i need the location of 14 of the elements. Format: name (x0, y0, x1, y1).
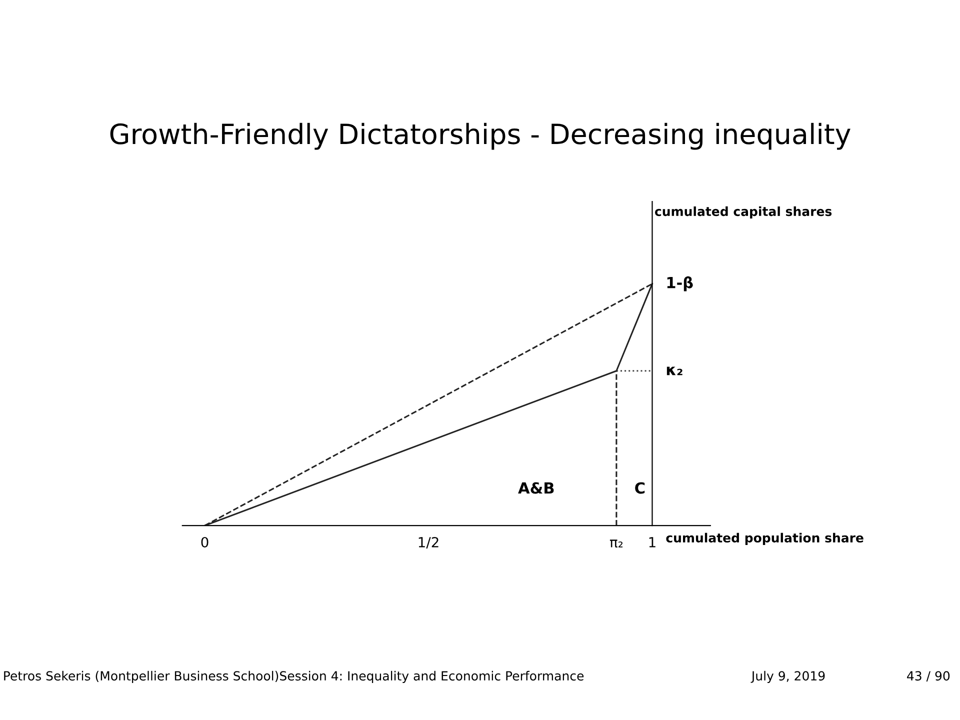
x-tick-label: 1 (649, 537, 656, 548)
text: cumulated capital shares (655, 206, 832, 219)
chart-title: Growth-Friendly Dictatorships - Decreasing inequality (110, 122, 850, 150)
x-tick-label: π₂ (610, 540, 623, 548)
text: Petros Sekeris (Montpellier Business School)Session 4: Inequality and Economic Performance (4, 670, 584, 683)
x-tick-label: 1/2 (418, 536, 438, 549)
annotation: κ₂ (666, 366, 682, 376)
x-axis-title: cumulated population share (666, 532, 864, 545)
annotation: C (635, 482, 645, 494)
text: July 9, 2019 (750, 670, 825, 683)
annotation: A&B (518, 482, 554, 494)
text: 43 / 90 (907, 671, 950, 682)
annotation: 1-β (667, 276, 693, 292)
x-tick-label: 0 (201, 536, 208, 548)
